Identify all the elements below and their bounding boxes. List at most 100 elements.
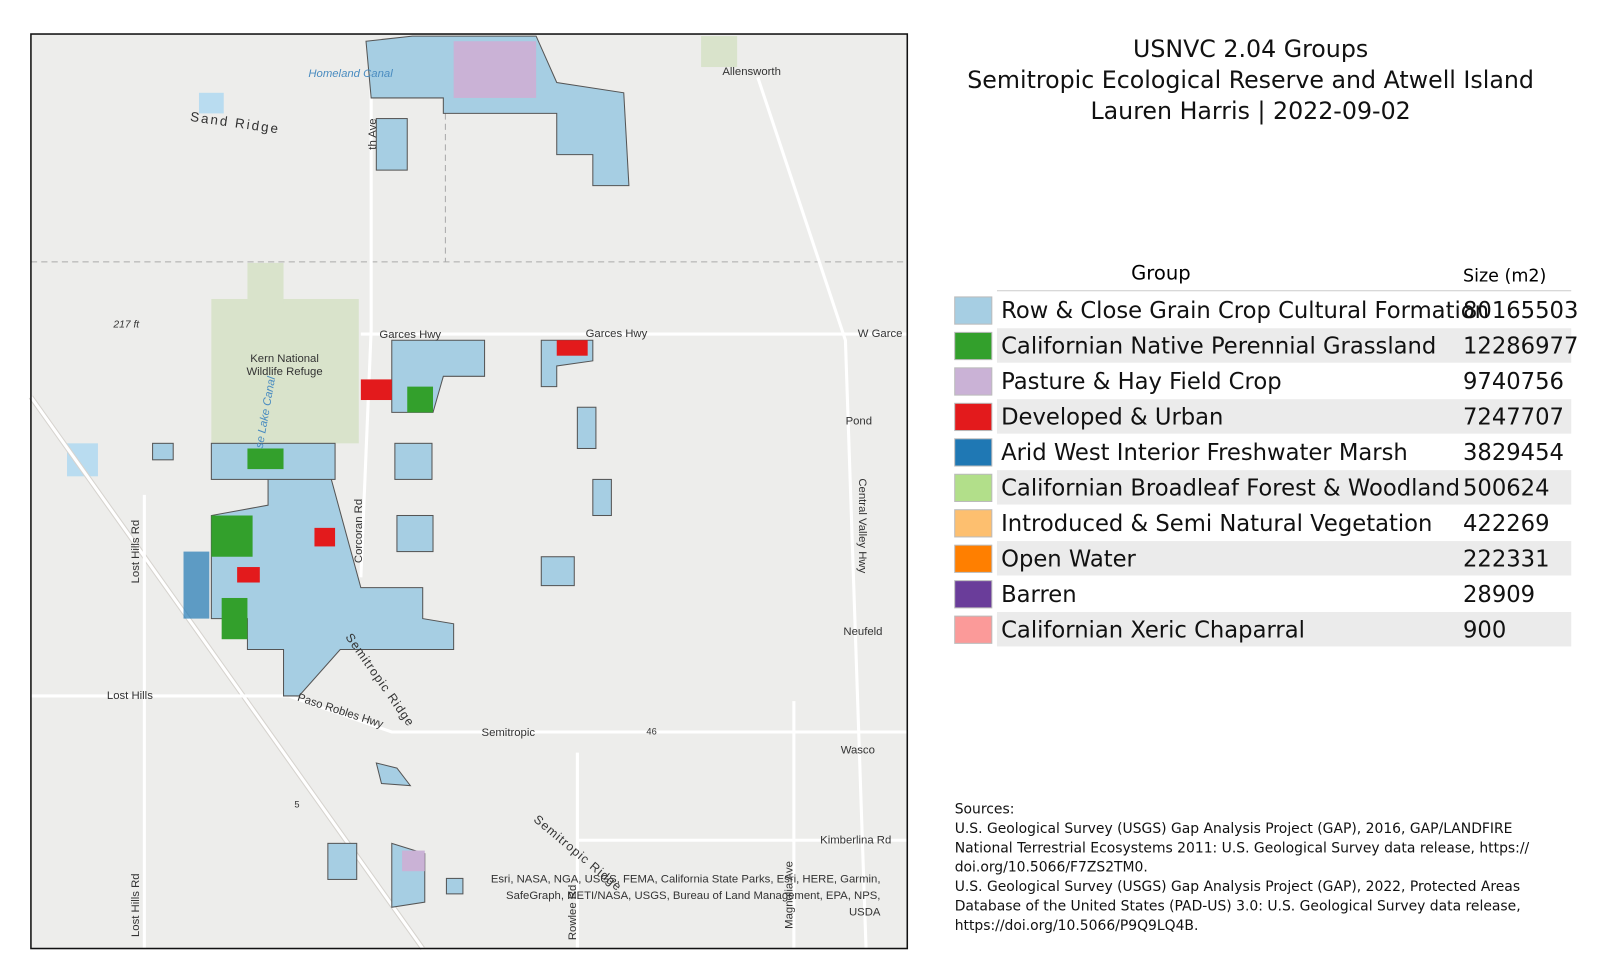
- map-label: 5: [294, 800, 299, 810]
- parcel: [556, 340, 588, 356]
- parcel: [453, 41, 537, 98]
- parcel: [576, 406, 597, 450]
- legend-name: Barren: [1001, 582, 1077, 608]
- legend-swatch: [954, 438, 993, 467]
- parcel: [211, 515, 253, 557]
- parcel: [402, 850, 425, 872]
- source-line: doi.org/10.5066/F7ZS2TM0.: [955, 860, 1148, 876]
- parcel: [210, 473, 455, 697]
- legend-name: Row & Close Grain Crop Cultural Formatio…: [1001, 298, 1489, 324]
- parcel: [375, 762, 412, 787]
- legend-size: 500624: [1463, 475, 1550, 501]
- parcel: [407, 386, 434, 413]
- map-label: Central Valley Hwy: [856, 478, 868, 573]
- road: [756, 76, 868, 949]
- title: Lauren Harris | 2022-09-02: [1090, 97, 1410, 125]
- park-area: [701, 36, 738, 68]
- parcel: [365, 35, 630, 187]
- source-line: U.S. Geological Survey (USGS) Gap Analys…: [955, 879, 1520, 895]
- legend-swatch: [954, 615, 993, 644]
- map-label: Pond: [846, 416, 872, 428]
- road: [359, 51, 373, 578]
- legend-swatch: [954, 402, 993, 432]
- legend-size: 9740756: [1463, 369, 1564, 395]
- map-label: Kern National: [250, 353, 319, 365]
- road: [142, 494, 908, 949]
- legend-size: 3829454: [1463, 440, 1564, 466]
- highway: [29, 396, 424, 950]
- legend-header: Group: [1131, 262, 1191, 285]
- map-label: Garces Hwy: [379, 329, 441, 341]
- row-background: [996, 399, 1572, 434]
- parcel: [360, 379, 392, 401]
- sources-heading: Sources:: [955, 801, 1015, 817]
- title: USNVC 2.04 Groups: [1133, 35, 1368, 63]
- legend-size: 12286977: [1463, 334, 1578, 360]
- source-line: National Terrestrial Ecosystems 2011: U.…: [955, 840, 1530, 856]
- attribution: USDA: [849, 906, 881, 918]
- legend-name: Californian Xeric Chaparral: [1001, 617, 1305, 643]
- sources: Sources: U.S. Geological Survey (USGS) G…: [955, 801, 1530, 934]
- map-frame: [30, 33, 909, 950]
- map-label: 217 ft: [112, 319, 140, 330]
- refuge-area: [247, 262, 284, 305]
- legend-size: 80165503: [1463, 298, 1578, 324]
- map-label: Wildlife Refuge: [246, 366, 322, 378]
- legend-size: 222331: [1463, 546, 1550, 572]
- legend-swatch: [954, 473, 993, 502]
- parcel: [394, 442, 433, 480]
- map-label: Homeland Canal: [308, 68, 393, 80]
- attribution: SafeGraph, METI/NASA, USGS, Bureau of La…: [506, 890, 880, 902]
- title: Semitropic Ecological Reserve and Atwell…: [967, 66, 1534, 94]
- source-line: Database of the United States (PAD-US) 3…: [955, 898, 1521, 914]
- row-background: [996, 612, 1572, 647]
- legend-name: Californian Broadleaf Forest & Woodland: [1001, 475, 1460, 501]
- map-label: Corcoran Rd: [353, 499, 365, 563]
- legend-size: 7247707: [1463, 404, 1564, 430]
- legend-name: Californian Native Perennial Grassland: [1001, 334, 1436, 360]
- map-label: Magnolia Ave: [784, 861, 796, 929]
- map-label: W Garce: [858, 328, 903, 340]
- map-label: th Ave: [367, 118, 379, 149]
- source-line: https://doi.org/10.5066/P9Q9LQ4B.: [955, 918, 1199, 934]
- map-label: Allensworth: [722, 66, 781, 78]
- parcel: [327, 842, 358, 880]
- legend-swatch: [954, 367, 993, 396]
- attribution: Esri, NASA, NGA, USGS, FEMA, California …: [491, 873, 881, 885]
- parcel: [445, 877, 464, 895]
- row-background: [996, 470, 1572, 505]
- map-background: [30, 34, 908, 949]
- parcel: [247, 448, 284, 470]
- legend-swatch: [954, 509, 993, 538]
- row-background: [996, 541, 1572, 576]
- legend: Group Size (m2) Row & Close Grain Crop C…: [954, 262, 1578, 647]
- map: Homeland Canal Allensworth Sand Ridge 21…: [28, 33, 909, 951]
- parcel: [221, 597, 248, 640]
- legend-swatch: [954, 580, 993, 609]
- map-label: Wasco: [841, 745, 875, 757]
- legend-name: Open Water: [1001, 546, 1136, 572]
- parcel: [237, 567, 260, 583]
- legend-header: Size (m2): [1463, 266, 1546, 286]
- parcel: [396, 514, 434, 553]
- parcel: [592, 478, 612, 517]
- parcel: [314, 527, 336, 547]
- map-label: 46: [646, 726, 656, 736]
- map-label: Kimberlina Rd: [820, 834, 891, 846]
- legend-swatch: [954, 331, 993, 361]
- road: [30, 694, 908, 734]
- legend-name: Developed & Urban: [1001, 404, 1223, 430]
- water: [198, 92, 224, 114]
- legend-name: Arid West Interior Freshwater Marsh: [1001, 440, 1408, 466]
- parcel: [152, 442, 174, 461]
- map-label: Lost Hills Rd: [130, 873, 142, 937]
- row-background: [996, 328, 1572, 363]
- legend-swatch: [954, 296, 993, 325]
- map-label: Lost Hills Rd: [130, 520, 142, 584]
- source-line: U.S. Geological Survey (USGS) Gap Analys…: [955, 821, 1513, 837]
- refuge-area: [211, 298, 359, 444]
- legend-swatch: [954, 544, 993, 573]
- parcel: [540, 556, 575, 587]
